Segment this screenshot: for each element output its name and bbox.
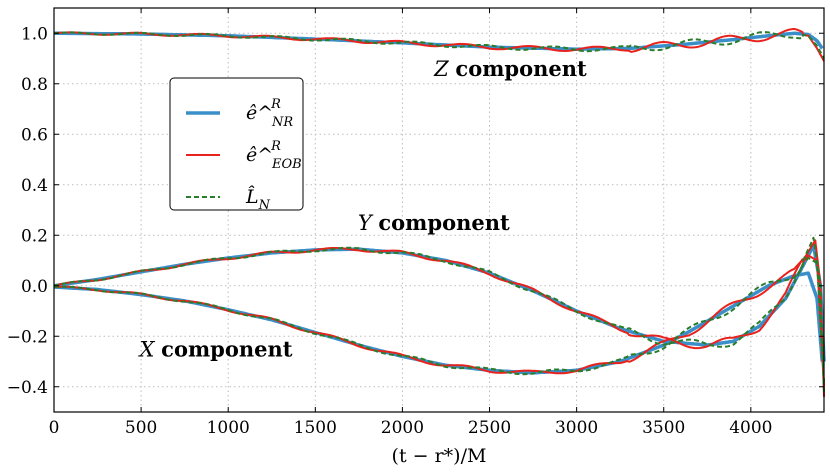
legend-label: L̂N	[245, 186, 271, 213]
y-tick-label: −0.4	[7, 378, 48, 398]
x-tick-label: 1500	[294, 418, 337, 438]
legend-label: ê^R EOB	[246, 139, 302, 172]
y-tick-label: 0.0	[21, 277, 48, 297]
legend-label: ê^R NR	[246, 97, 293, 130]
annotation: Z component	[433, 56, 587, 81]
x-tick-label: 1000	[207, 418, 250, 438]
plot-frame	[53, 7, 825, 413]
x-tick-label: 500	[125, 418, 157, 438]
legend: ê^R NR ê^R EOB L̂N	[169, 77, 304, 213]
y-tick-label: −0.2	[7, 327, 48, 347]
x-tick-label: 2000	[381, 418, 424, 438]
series-line-y-2	[53, 236, 825, 392]
legend-box	[169, 77, 304, 211]
y-tick-label: 0.2	[21, 226, 48, 246]
y-tick-label: 0.4	[21, 176, 48, 196]
annotation: Y component	[358, 210, 510, 235]
y-tick-label: 0.6	[21, 125, 48, 145]
x-tick-label: 3000	[555, 418, 598, 438]
series-line-z-2	[53, 31, 825, 60]
x-tick-label: 0	[49, 418, 60, 438]
series-group	[53, 28, 826, 397]
y-tick-label: 0.8	[21, 75, 48, 95]
x-tick-label: 4000	[729, 418, 772, 438]
annotation: X component	[138, 336, 293, 361]
y-tick-label: 1.0	[21, 24, 48, 44]
series-line-x-2	[54, 257, 825, 382]
x-tick-label: 2500	[468, 418, 511, 438]
x-tick-label: 3500	[642, 418, 685, 438]
x-axis-label: (t − r*)/M	[392, 445, 487, 467]
ticks: 0 500 1000 1500 2000 2500 3000 3500 4000 −0.4 −0.2…	[7, 8, 824, 438]
annotations: Z component Y component X component	[138, 56, 587, 361]
